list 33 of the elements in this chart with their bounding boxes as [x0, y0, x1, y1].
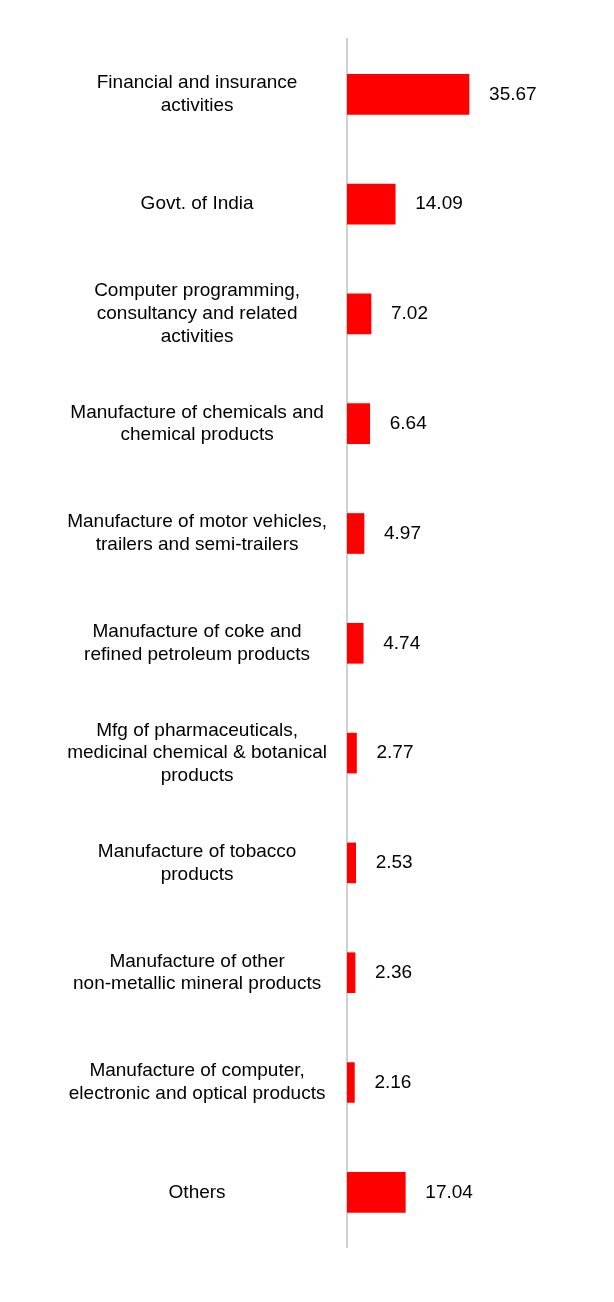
- bar: [347, 1171, 406, 1213]
- y-tick-label: Manufacture of motor vehicles, trailers and semi-trailers: [67, 510, 327, 555]
- bar: [347, 622, 364, 664]
- data-label: 2.77: [376, 741, 414, 763]
- bar: [347, 403, 371, 445]
- bar: [347, 513, 365, 554]
- data-label: 35.67: [489, 82, 537, 104]
- y-tick-label: Financial and insurance activities: [96, 71, 298, 115]
- data-label: 4.74: [383, 631, 421, 653]
- y-tick-label: Mfg of pharmaceuticals, medicinal chemical & botanical products: [67, 718, 327, 786]
- data-label: 17.04: [425, 1180, 474, 1202]
- data-label: 2.53: [375, 851, 413, 873]
- bar: [347, 732, 357, 774]
- data-label: 7.02: [391, 302, 429, 324]
- data-label: 14.09: [415, 192, 463, 214]
- y-tick-label: Computer programming, consultancy and related activities: [94, 279, 301, 346]
- bar: [347, 183, 396, 225]
- y-tick-label: Others: [168, 1180, 226, 1202]
- y-tick-label: Manufacture of tobacco products: [97, 839, 297, 884]
- y-tick-label: Govt. of India: [140, 192, 255, 214]
- bar: [347, 1062, 355, 1103]
- bar: [347, 842, 356, 884]
- y-tick-label: Manufacture of chemicals and chemical products: [70, 400, 324, 445]
- data-label: 6.64: [389, 411, 428, 433]
- y-tick-label: Manufacture of other non-metallic mineral products: [73, 949, 322, 994]
- y-tick-label: Manufacture of coke and refined petroleum products: [84, 620, 311, 664]
- bar: [347, 293, 372, 335]
- data-label: 2.36: [375, 960, 413, 982]
- bar: [347, 73, 470, 115]
- y-tick-label: Manufacture of computer, electronic and optical products: [68, 1059, 326, 1104]
- data-label: 2.16: [374, 1070, 412, 1092]
- data-label: 4.97: [384, 521, 421, 543]
- bar: [347, 952, 356, 994]
